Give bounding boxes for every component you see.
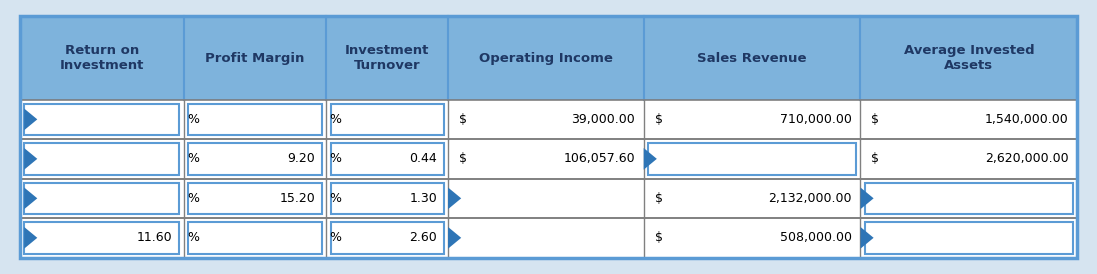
Polygon shape [448, 227, 461, 249]
Text: 11.60: 11.60 [137, 231, 172, 244]
Bar [188, 222, 323, 254]
Text: Investment
Turnover: Investment Turnover [346, 44, 429, 72]
Bar [20, 218, 1077, 258]
Polygon shape [24, 227, 37, 249]
Text: $: $ [655, 113, 663, 126]
Bar [188, 182, 323, 214]
Bar [24, 182, 179, 214]
Bar [20, 218, 1077, 258]
Bar [188, 104, 323, 135]
Text: $: $ [871, 113, 880, 126]
Bar [20, 16, 1077, 100]
Text: $: $ [655, 192, 663, 205]
Text: Average Invested
Assets: Average Invested Assets [904, 44, 1034, 72]
Text: %: % [186, 152, 199, 165]
Bar [648, 143, 856, 175]
Text: 710,000.00: 710,000.00 [780, 113, 851, 126]
Bar [24, 104, 179, 135]
Bar [20, 139, 1077, 179]
Polygon shape [24, 109, 37, 130]
Bar [20, 100, 1077, 139]
Text: 39,000.00: 39,000.00 [572, 113, 635, 126]
Text: 0.44: 0.44 [409, 152, 437, 165]
Bar [24, 143, 179, 175]
Bar [331, 104, 443, 135]
Text: Operating Income: Operating Income [479, 52, 613, 65]
Text: %: % [330, 113, 341, 126]
Text: %: % [186, 113, 199, 126]
Text: $: $ [459, 113, 467, 126]
Text: 106,057.60: 106,057.60 [563, 152, 635, 165]
Text: Return on
Investment: Return on Investment [59, 44, 144, 72]
Text: $: $ [655, 231, 663, 244]
Polygon shape [24, 187, 37, 209]
Bar [864, 182, 1073, 214]
Text: %: % [186, 192, 199, 205]
Polygon shape [448, 187, 461, 209]
Bar [20, 16, 1077, 100]
Text: 9.20: 9.20 [287, 152, 316, 165]
Text: %: % [330, 231, 341, 244]
Text: Profit Margin: Profit Margin [205, 52, 305, 65]
Polygon shape [860, 227, 873, 249]
Polygon shape [860, 187, 873, 209]
Bar [20, 139, 1077, 179]
Text: 1.30: 1.30 [409, 192, 437, 205]
Text: %: % [330, 192, 341, 205]
Bar [20, 100, 1077, 139]
Bar [20, 179, 1077, 218]
Text: %: % [330, 152, 341, 165]
Bar [331, 222, 443, 254]
Text: 2,132,000.00: 2,132,000.00 [768, 192, 851, 205]
Text: 2,620,000.00: 2,620,000.00 [985, 152, 1068, 165]
Polygon shape [24, 148, 37, 170]
Bar [188, 143, 323, 175]
Text: 2.60: 2.60 [409, 231, 437, 244]
Bar [20, 179, 1077, 218]
Text: $: $ [871, 152, 880, 165]
Bar [20, 16, 1077, 258]
Bar [864, 222, 1073, 254]
Text: 1,540,000.00: 1,540,000.00 [985, 113, 1068, 126]
Text: Sales Revenue: Sales Revenue [698, 52, 806, 65]
Text: %: % [186, 231, 199, 244]
Bar [331, 182, 443, 214]
Bar [331, 143, 443, 175]
Text: 508,000.00: 508,000.00 [780, 231, 851, 244]
Polygon shape [644, 148, 657, 170]
Text: 15.20: 15.20 [280, 192, 316, 205]
Bar [24, 222, 179, 254]
Text: $: $ [459, 152, 467, 165]
